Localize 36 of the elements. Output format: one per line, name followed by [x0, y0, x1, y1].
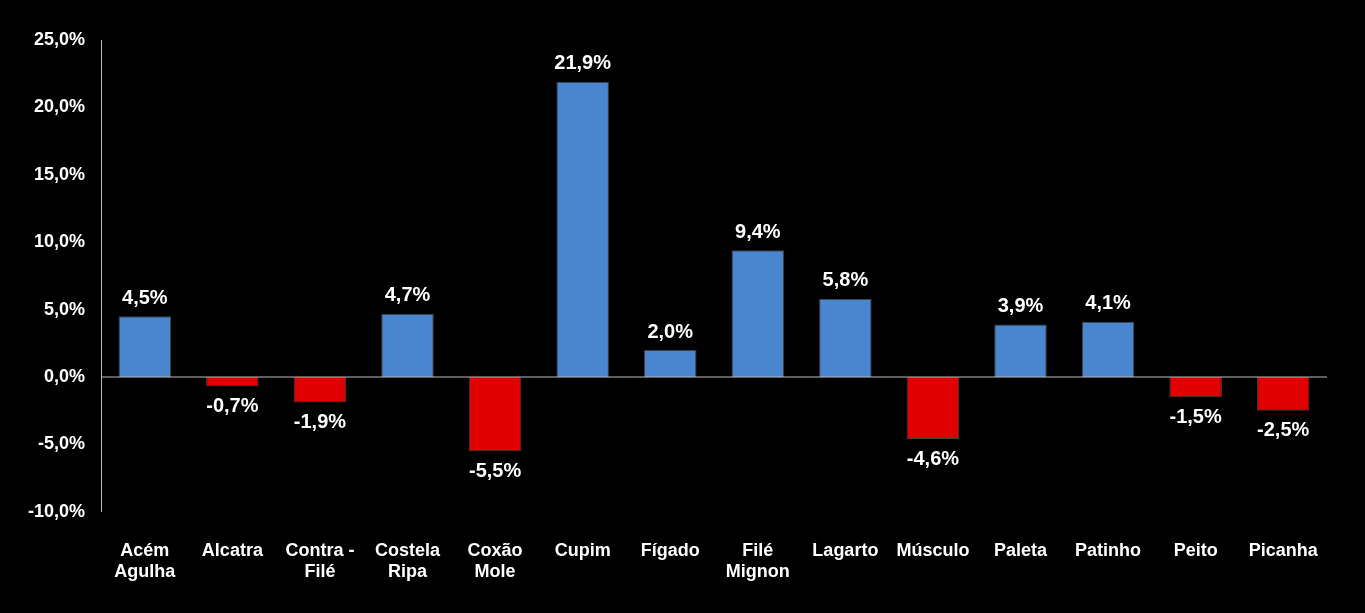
x-tick-label: Acém Agulha	[114, 539, 177, 582]
data-label: 5,8%	[822, 268, 869, 291]
data-label: -1,5%	[1169, 404, 1222, 427]
data-label: 4,7%	[384, 283, 431, 306]
x-tick-label: Coxão Mole	[467, 539, 523, 582]
data-label: 4,1%	[1085, 291, 1132, 314]
data-label: -2,5%	[1257, 418, 1310, 441]
x-tick-label: Picanha	[1248, 539, 1319, 560]
x-tick-label: Alcatra	[201, 539, 264, 560]
y-tick-label: 0,0%	[44, 365, 86, 386]
data-label: -4,6%	[906, 446, 960, 469]
x-tick-label: Paleta	[993, 539, 1049, 560]
x-tick-label: Cupim	[554, 539, 611, 560]
data-label: 9,4%	[735, 219, 781, 242]
x-tick-label: Peito	[1173, 539, 1218, 560]
data-label: -1,9%	[293, 410, 347, 433]
y-tick-label: 5,0%	[44, 298, 86, 319]
x-tick-label: Costela Ripa	[375, 539, 442, 582]
data-label: -5,5%	[468, 458, 522, 481]
x-tick-label: Patinho	[1075, 539, 1142, 560]
y-tick-label: 15,0%	[33, 163, 86, 184]
x-tick-label: Músculo	[896, 539, 970, 560]
y-tick-label: -10,0%	[27, 500, 86, 521]
y-tick-label: -5,0%	[38, 433, 86, 454]
y-tick-label: 10,0%	[33, 231, 86, 252]
x-tick-label: Filé Mignon	[725, 539, 790, 582]
data-label: 21,9%	[554, 51, 612, 74]
y-tick-label: 20,0%	[33, 96, 86, 117]
data-label: -0,7%	[206, 393, 259, 416]
data-label: 4,5%	[122, 285, 168, 308]
x-tick-label: Contra - Filé	[285, 539, 355, 582]
data-label: 2,0%	[647, 319, 694, 342]
data-label: 3,9%	[997, 293, 1044, 316]
y-tick-label: 25,0%	[33, 28, 86, 49]
x-tick-label: Lagarto	[812, 539, 879, 560]
x-tick-label: Fígado	[640, 539, 700, 560]
